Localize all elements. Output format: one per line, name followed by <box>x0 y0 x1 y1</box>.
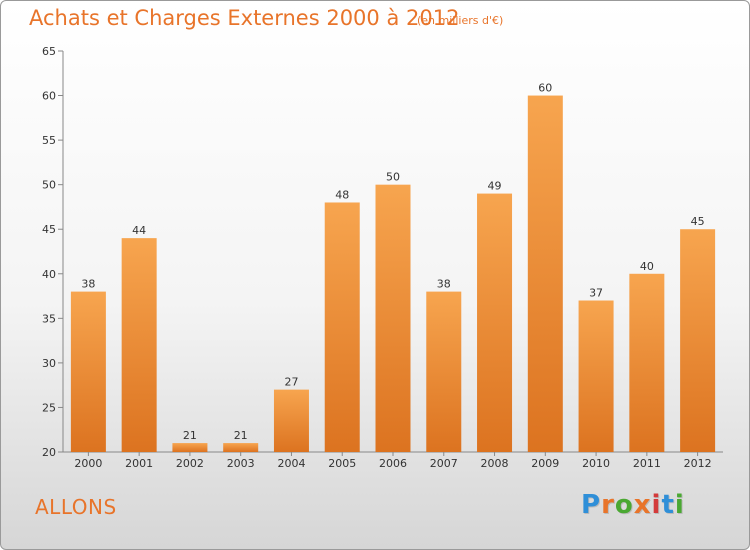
place-name: ALLONS <box>35 495 117 519</box>
x-tick-label: 2002 <box>176 457 204 470</box>
bar <box>477 193 513 453</box>
logo-letter: t <box>661 490 675 520</box>
bar <box>273 389 309 452</box>
y-tick-label: 60 <box>42 90 56 103</box>
bar <box>324 202 360 452</box>
x-tick-label: 2010 <box>582 457 610 470</box>
bar <box>578 300 614 452</box>
bar <box>223 443 259 452</box>
data-label: 21 <box>234 429 248 442</box>
y-tick-label: 20 <box>42 446 56 459</box>
x-tick-label: 2012 <box>684 457 712 470</box>
x-tick-label: 2003 <box>227 457 255 470</box>
data-label: 44 <box>132 224 146 237</box>
chart-subtitle: (en milliers d'€) <box>417 14 504 27</box>
data-label: 37 <box>589 287 603 300</box>
bar <box>70 291 106 452</box>
data-label: 21 <box>183 429 197 442</box>
y-tick-label: 65 <box>42 45 56 58</box>
proxiti-logo: Proxiti <box>581 490 685 520</box>
x-tick-label: 2009 <box>531 457 559 470</box>
logo-letter: P <box>581 490 602 520</box>
logo-letter: o <box>614 490 634 520</box>
logo-letter: i <box>674 490 685 520</box>
data-label: 45 <box>691 215 705 228</box>
bar <box>172 443 208 452</box>
logo-letter: x <box>633 490 652 520</box>
bars <box>70 95 716 453</box>
x-tick-label: 2000 <box>74 457 102 470</box>
x-tick-label: 2004 <box>277 457 305 470</box>
y-tick-label: 25 <box>42 401 56 414</box>
bar <box>629 273 665 452</box>
logo-letter: i <box>651 490 662 520</box>
data-label: 48 <box>335 188 349 201</box>
data-label: 40 <box>640 260 654 273</box>
data-label: 27 <box>284 376 298 389</box>
x-tick-label: 2007 <box>430 457 458 470</box>
y-tick-label: 40 <box>42 268 56 281</box>
x-tick-label: 2005 <box>328 457 356 470</box>
x-tick-label: 2001 <box>125 457 153 470</box>
data-label: 38 <box>81 278 95 291</box>
data-label: 50 <box>386 171 400 184</box>
bar <box>121 238 157 452</box>
bar <box>426 291 462 452</box>
logo-letter: r <box>601 490 615 520</box>
x-tick-label: 2006 <box>379 457 407 470</box>
y-tick-label: 45 <box>42 223 56 236</box>
y-tick-label: 55 <box>42 134 56 147</box>
bar <box>680 229 716 452</box>
y-tick-label: 30 <box>42 357 56 370</box>
chart-title: Achats et Charges Externes 2000 à 2012 <box>29 6 460 30</box>
x-tick-label: 2008 <box>481 457 509 470</box>
y-tick-label: 50 <box>42 179 56 192</box>
bar <box>527 95 563 453</box>
data-label: 38 <box>437 278 451 291</box>
y-tick-label: 35 <box>42 312 56 325</box>
labels: 2000 38 2001 44 2002 21 2003 21 2004 27 2005 48 2006… <box>74 82 711 470</box>
bar <box>375 184 411 452</box>
data-label: 49 <box>488 180 502 193</box>
data-label: 60 <box>538 82 552 95</box>
x-tick-label: 2011 <box>633 457 661 470</box>
